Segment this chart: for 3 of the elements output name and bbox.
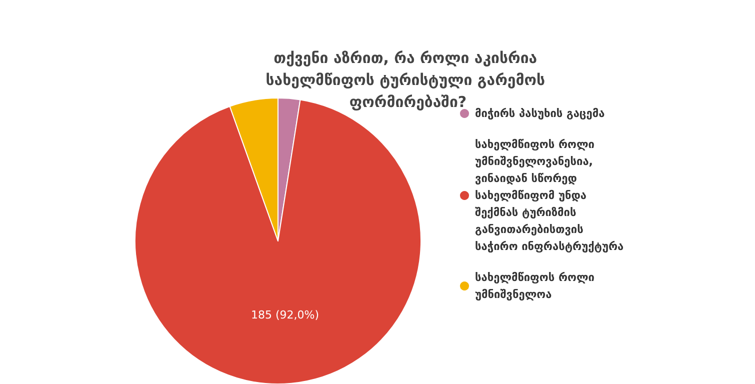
legend-label: სახელმწიფოს როლი უმნიშვნელოვანესია, ვინაიდან სწორედ სახელმწიფომ უნდა შექმნას ტურიზმის განვითარებისთვის საჭირო ინფრასტრუქტურა <box>475 138 624 253</box>
legend-label: სახელმწიფოს როლი უმნიშვნელოა <box>475 271 598 301</box>
data-label: 185 (92,0%) <box>250 308 319 322</box>
